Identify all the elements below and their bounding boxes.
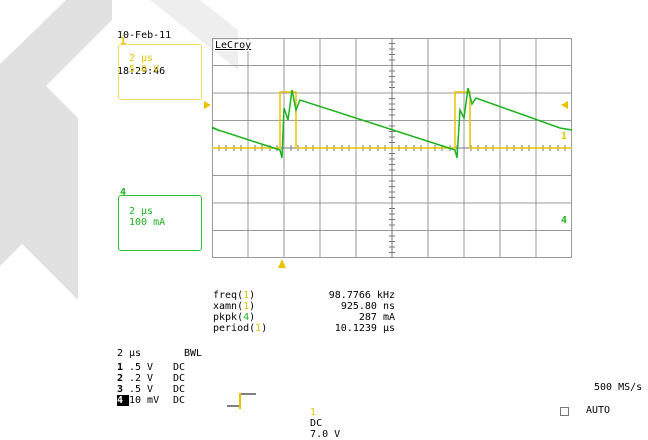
ch4-timebase: 2 μs	[119, 196, 201, 217]
measurement-value: 10.1239 μs	[299, 323, 395, 334]
measurement-channel: 4	[243, 312, 249, 323]
measurement-name: pkpk(	[213, 312, 243, 323]
measurements-panel: freq(1) 98.7766 kHz xamn(1) 925.80 ns pk…	[213, 290, 395, 334]
channel-scale: .2 V	[129, 373, 173, 384]
oscilloscope-graticule	[212, 38, 572, 258]
ch4-scale: 100 mA	[119, 217, 201, 228]
ch1-scale: 5.0 V	[119, 64, 201, 75]
channel-row[interactable]: 2 .2 V DC	[117, 373, 199, 384]
right-level-arrow	[561, 100, 569, 110]
measurement-row: freq(1) 98.7766 kHz	[213, 290, 395, 301]
bwl-label: BWL	[184, 348, 202, 359]
timebase-label: 2 μs	[117, 348, 141, 359]
measurement-channel: 1	[255, 323, 261, 334]
channel-number: 2	[117, 373, 129, 384]
measurement-name: xamn(	[213, 301, 243, 312]
measurement-row: period(1) 10.1239 μs	[213, 323, 395, 334]
measurement-value: 98.7766 kHz	[299, 290, 395, 301]
measurement-name: period(	[213, 323, 255, 334]
trigger-mode[interactable]: AUTO	[586, 405, 610, 416]
channel-coupling: DC	[173, 362, 199, 373]
measurement-value: 287 mA	[299, 312, 395, 323]
measurement-row: xamn(1) 925.80 ns	[213, 301, 395, 312]
channel-coupling: DC	[173, 373, 199, 384]
measurement-channel: 1	[243, 301, 249, 312]
channel-row[interactable]: 4 10 mV DC	[117, 395, 199, 406]
channel-scale: 10 mV	[129, 395, 173, 406]
trigger-position-arrow	[277, 258, 287, 270]
measurement-channel: 1	[243, 290, 249, 301]
channel-scale: .5 V	[129, 384, 173, 395]
trigger-status-indicator	[560, 407, 569, 416]
measurement-row: pkpk(4) 287 mA	[213, 312, 395, 323]
channel-scale: .5 V	[129, 362, 173, 373]
trigger-edge-icon	[226, 393, 266, 409]
trigger-channel: 1	[310, 407, 316, 418]
measurement-value: 925.80 ns	[299, 301, 395, 312]
ch1-right-marker: 1	[561, 131, 567, 142]
left-trigger-arrow	[204, 100, 212, 110]
trigger-level: 7.0 V	[310, 429, 340, 440]
ch4-settings-box[interactable]: 2 μs 100 mA	[118, 195, 202, 251]
sample-rate: 500 MS/s	[594, 382, 642, 393]
channel-number: 4	[117, 395, 129, 406]
trigger-settings[interactable]: 1 DC 7.0 V	[298, 396, 340, 440]
channel-row[interactable]: 1 .5 V DC	[117, 362, 199, 373]
ch1-settings-box[interactable]: 2 μs 5.0 V	[118, 44, 202, 100]
measurement-name: freq(	[213, 290, 243, 301]
channel-list: 1 .5 V DC 2 .2 V DC 3 .5 V DC 4 10 mV DC	[117, 362, 199, 406]
channel-number: 1	[117, 362, 129, 373]
channel-coupling: DC	[173, 384, 199, 395]
ch4-right-marker: 4	[561, 215, 567, 226]
channel-number: 3	[117, 384, 129, 395]
ch1-timebase: 2 μs	[119, 45, 201, 64]
brand-logo: LeCroy	[214, 40, 252, 51]
channel-coupling: DC	[173, 395, 199, 406]
channel-row[interactable]: 3 .5 V DC	[117, 384, 199, 395]
